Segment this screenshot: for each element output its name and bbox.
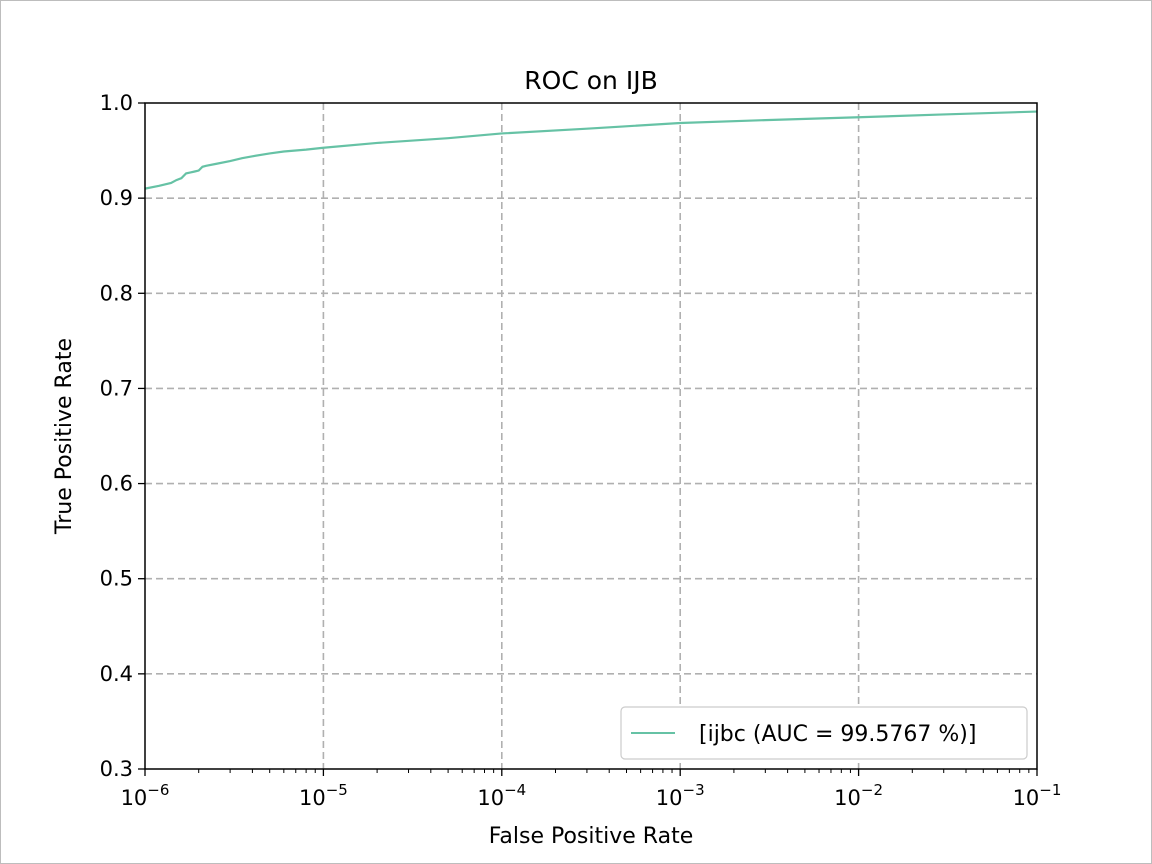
- y-tick-label: 0.8: [100, 281, 133, 305]
- x-axis-title: False Positive Rate: [489, 824, 693, 849]
- x-tick-label: 10−1: [1013, 781, 1062, 810]
- series-line-ijbc: [144, 110, 1038, 190]
- y-tick-label: 0.5: [100, 567, 133, 591]
- chart-title: ROC on IJB: [524, 66, 657, 95]
- y-tick-label: 0.6: [100, 472, 133, 496]
- series-layer: [144, 110, 1038, 190]
- x-tick-label: 10−5: [299, 781, 348, 810]
- x-tick-label: 10−6: [121, 781, 170, 810]
- ticks: 0.3 0.4 0.5 0.6 0.7 0.8 0.9 1.0 10−6 10−5 10−4 10−3…: [100, 91, 1062, 810]
- y-tick-label: 0.7: [100, 376, 133, 400]
- y-tick-label: 0.4: [100, 662, 133, 686]
- plot-frame: [144, 102, 1038, 770]
- legend: [ijbc (AUC = 99.5767 %)]: [620, 706, 1028, 760]
- x-tick-label: 10−3: [656, 781, 705, 810]
- grid: [145, 103, 1037, 769]
- legend-label-ijbc: [ijbc (AUC = 99.5767 %)]: [699, 722, 976, 747]
- x-tick-label: 10−2: [834, 781, 883, 810]
- legend-box: [620, 706, 1028, 760]
- y-axis-title: True Positive Rate: [52, 338, 77, 535]
- y-tick-label: 0.9: [100, 186, 133, 210]
- y-tick-label: 0.3: [100, 757, 133, 781]
- y-tick-label: 1.0: [100, 91, 133, 115]
- x-tick-label: 10−4: [477, 781, 526, 810]
